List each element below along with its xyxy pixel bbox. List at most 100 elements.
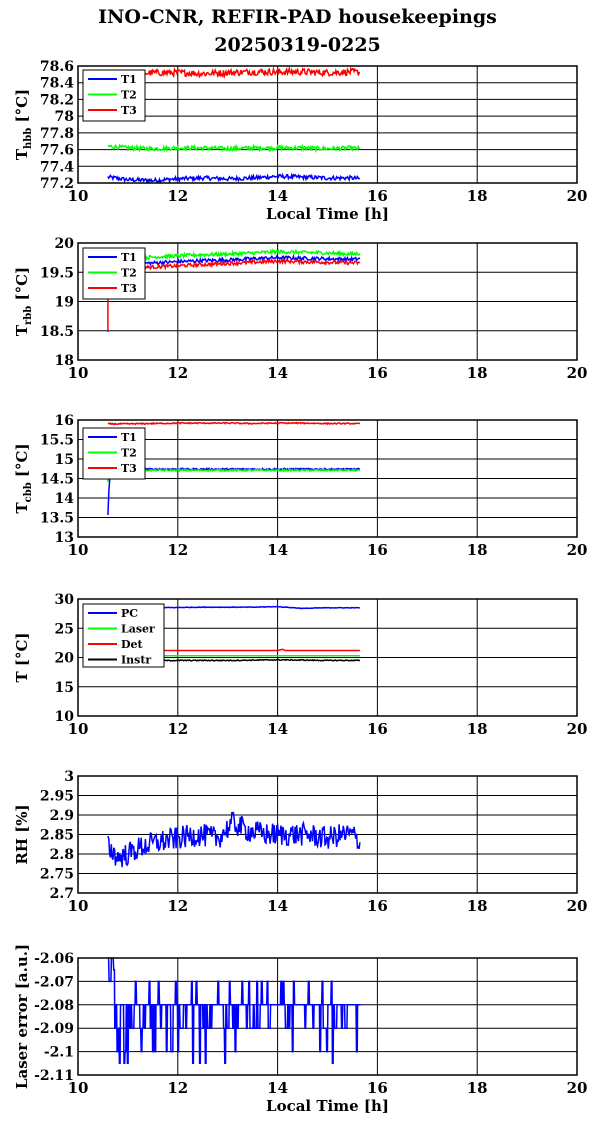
- x-tick-label: 10: [68, 720, 89, 738]
- y-tick-label: 2.75: [40, 867, 74, 883]
- y-tick-label: 14: [55, 491, 75, 507]
- panel-4: 10 12 14 16 18 20 10 15 20 25 30 PC Laser Det Instr T […: [13, 592, 587, 738]
- series-line-t2: [107, 143, 361, 154]
- y-tick-label: 20: [55, 651, 75, 667]
- y-tick-label: 14.5: [40, 472, 74, 488]
- y-axis-label: Tcbb [°C]: [13, 443, 34, 513]
- legend-label: T2: [121, 447, 137, 460]
- x-tick-label: 10: [68, 897, 89, 915]
- y-tick-label: 19.5: [40, 265, 74, 281]
- x-tick-label: 10: [68, 187, 89, 205]
- y-tick-label: 2.7: [50, 886, 74, 902]
- legend-label: Instr: [121, 654, 151, 667]
- y-tick-label: 20: [55, 236, 75, 252]
- x-tick-label: 14: [267, 364, 288, 382]
- y-axis-label-main: T: [13, 148, 31, 160]
- y-tick-label: 2.95: [40, 789, 74, 805]
- y-tick-label: 10: [55, 709, 75, 725]
- x-tick-label: 12: [167, 1079, 188, 1097]
- y-axis-label: Thbb [°C]: [13, 89, 34, 160]
- y-tick-label: 15.5: [40, 433, 74, 449]
- x-tick-label: 18: [467, 541, 488, 559]
- series-line-t2: [107, 248, 361, 263]
- y-tick-label: 78.2: [40, 92, 74, 108]
- x-tick-label: 14: [267, 720, 288, 738]
- plot-frame: [77, 419, 578, 538]
- x-tick-label: 18: [467, 1079, 488, 1097]
- x-tick-label: 20: [567, 364, 588, 382]
- x-tick-label: 20: [567, 897, 588, 915]
- panel-6: 10 12 14 16 18 20 -2.11 -2.1 -2.09 -2.08 -2.07 -2.0…: [13, 944, 587, 1115]
- x-tick-label: 12: [167, 187, 188, 205]
- y-tick-label: 19: [55, 295, 74, 311]
- series-line-t3: [107, 421, 361, 426]
- x-tick-label: 20: [567, 187, 588, 205]
- plot-frame: [77, 65, 578, 184]
- series-line-data: [107, 957, 361, 1065]
- y-tick-label: 77.2: [40, 176, 74, 192]
- y-axis-label-main: RH [%]: [13, 804, 31, 864]
- y-tick-label: 78.4: [40, 76, 74, 92]
- series-line-t3: [107, 65, 360, 81]
- x-tick-label: 16: [367, 364, 388, 382]
- x-tick-label: 14: [267, 1079, 288, 1097]
- y-axis-label: RH [%]: [13, 804, 31, 864]
- y-axis-label-main: Laser error [a.u.]: [13, 944, 31, 1089]
- legend: T1 T2 T3: [82, 427, 146, 480]
- y-axis-label-main: T [°C]: [13, 632, 31, 682]
- y-tick-label: 2.85: [40, 828, 74, 844]
- y-tick-label: 2.9: [50, 808, 74, 824]
- series-line-data: [107, 811, 361, 868]
- series-line-t1: [107, 172, 360, 185]
- y-tick-label: -2.09: [34, 1021, 74, 1037]
- y-tick-label: 77.6: [40, 143, 74, 159]
- y-tick-label: 2.8: [50, 847, 74, 863]
- y-tick-label: 18: [55, 353, 74, 369]
- legend-label: T2: [121, 267, 137, 280]
- x-tick-label: 18: [467, 187, 488, 205]
- y-axis-label-unit: [°C]: [13, 443, 31, 482]
- x-tick-label: 10: [68, 1079, 89, 1097]
- y-axis-label-unit: [°C]: [13, 267, 31, 306]
- y-axis-label: Trbb [°C]: [13, 267, 34, 336]
- x-tick-label: 16: [367, 897, 388, 915]
- y-tick-label: 77.8: [40, 126, 74, 142]
- x-tick-label: 18: [467, 897, 488, 915]
- y-axis-label: Laser error [a.u.]: [13, 944, 31, 1089]
- y-axis-label: T [°C]: [13, 632, 31, 682]
- legend: PC Laser Det Instr: [82, 603, 165, 668]
- y-tick-label: -2.11: [34, 1068, 74, 1084]
- y-tick-label: 25: [55, 621, 74, 637]
- x-tick-label: 20: [567, 720, 588, 738]
- y-tick-label: -2.1: [44, 1045, 74, 1061]
- y-tick-label: 3: [64, 769, 74, 785]
- legend-label: T1: [121, 73, 137, 86]
- y-axis-label-unit: [°C]: [13, 89, 31, 128]
- y-tick-label: -2.06: [34, 951, 74, 967]
- panel-3: 10 12 14 16 18 20 13 13.5 14 14.5 15 15.5 16 T1 T2 T3 Tc…: [13, 413, 587, 559]
- y-axis-label-sub: cbb: [23, 482, 34, 502]
- x-tick-label: 12: [167, 541, 188, 559]
- plot-frame: [77, 957, 578, 1076]
- x-tick-label: 14: [267, 187, 288, 205]
- panel-5: 10 12 14 16 18 20 2.7 2.75 2.8 2.85 2.9 2.95 3 RH [%]: [13, 769, 587, 915]
- y-axis-label-sub: rbb: [23, 306, 34, 325]
- y-tick-label: 15: [55, 452, 74, 468]
- x-tick-label: 12: [167, 897, 188, 915]
- series-line-t2: [107, 468, 360, 483]
- y-tick-label: 16: [55, 413, 74, 429]
- x-axis-label: Local Time [h]: [266, 1097, 389, 1115]
- legend: T1 T2 T3: [82, 247, 146, 300]
- x-tick-label: 16: [367, 541, 388, 559]
- series-line-t1: [107, 253, 361, 269]
- x-tick-label: 20: [567, 541, 588, 559]
- y-tick-label: 13: [55, 530, 74, 546]
- x-tick-label: 14: [267, 897, 288, 915]
- plot-frame: [77, 242, 578, 361]
- x-tick-label: 16: [367, 187, 388, 205]
- legend: T1 T2 T3: [82, 69, 146, 122]
- legend-box: [82, 603, 165, 668]
- x-tick-label: 10: [68, 541, 89, 559]
- legend-label: PC: [121, 607, 138, 620]
- chart-title-line2: 20250319-0225: [214, 34, 381, 56]
